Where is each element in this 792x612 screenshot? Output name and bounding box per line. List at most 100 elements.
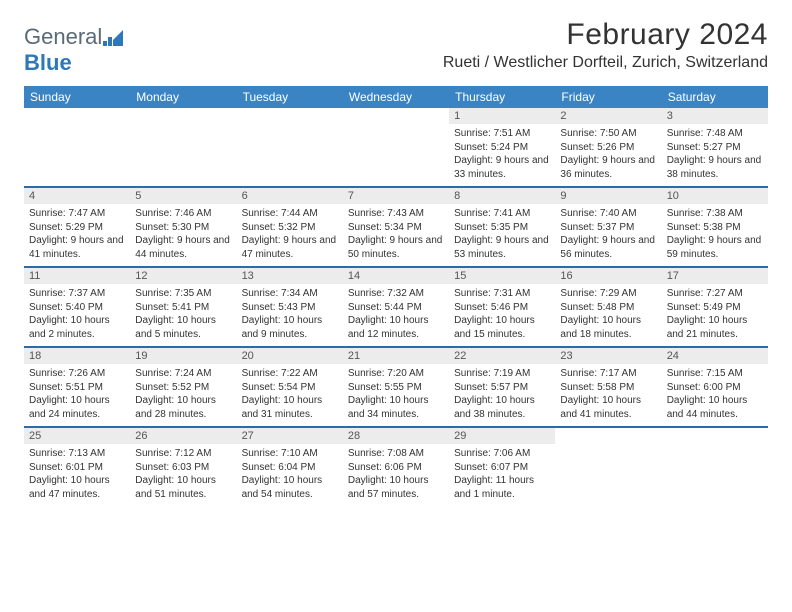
day-data: Sunrise: 7:41 AMSunset: 5:35 PMDaylight:… <box>449 204 555 266</box>
daylight-text: Daylight: 10 hours and 15 minutes. <box>454 314 550 341</box>
sunset-text: Sunset: 5:49 PM <box>667 301 763 315</box>
day-cell: 9Sunrise: 7:40 AMSunset: 5:37 PMDaylight… <box>555 188 661 266</box>
day-data: Sunrise: 7:51 AMSunset: 5:24 PMDaylight:… <box>449 124 555 186</box>
day-cell: 10Sunrise: 7:38 AMSunset: 5:38 PMDayligh… <box>662 188 768 266</box>
sunset-text: Sunset: 5:54 PM <box>242 381 338 395</box>
daylight-text: Daylight: 10 hours and 51 minutes. <box>135 474 231 501</box>
day-number: 13 <box>237 268 343 284</box>
day-cell: 7Sunrise: 7:43 AMSunset: 5:34 PMDaylight… <box>343 188 449 266</box>
day-cell: 4Sunrise: 7:47 AMSunset: 5:29 PMDaylight… <box>24 188 130 266</box>
sunset-text: Sunset: 5:55 PM <box>348 381 444 395</box>
daylight-text: Daylight: 10 hours and 18 minutes. <box>560 314 656 341</box>
daylight-text: Daylight: 10 hours and 38 minutes. <box>454 394 550 421</box>
day-number: 1 <box>449 108 555 124</box>
day-number: 12 <box>130 268 236 284</box>
day-number <box>662 428 768 432</box>
day-number: 11 <box>24 268 130 284</box>
daylight-text: Daylight: 10 hours and 34 minutes. <box>348 394 444 421</box>
brand-logo: General Blue <box>24 18 123 76</box>
page-header: General Blue February 2024 Rueti / Westl… <box>24 18 768 76</box>
sunrise-text: Sunrise: 7:06 AM <box>454 447 550 461</box>
day-data: Sunrise: 7:17 AMSunset: 5:58 PMDaylight:… <box>555 364 661 426</box>
day-data: Sunrise: 7:34 AMSunset: 5:43 PMDaylight:… <box>237 284 343 346</box>
week-row: 1Sunrise: 7:51 AMSunset: 5:24 PMDaylight… <box>24 108 768 188</box>
sunrise-text: Sunrise: 7:27 AM <box>667 287 763 301</box>
daylight-text: Daylight: 9 hours and 59 minutes. <box>667 234 763 261</box>
day-cell: 3 Sunrise: 7:48 AMSunset: 5:27 PMDaylight… <box>662 108 768 186</box>
daylight-text: Daylight: 10 hours and 31 minutes. <box>242 394 338 421</box>
week-row: 4Sunrise: 7:47 AMSunset: 5:29 PMDaylight… <box>24 188 768 268</box>
day-cell: 22Sunrise: 7:19 AMSunset: 5:57 PMDayligh… <box>449 348 555 426</box>
sunrise-text: Sunrise: 7:41 AM <box>454 207 550 221</box>
dow-cell: Thursday <box>449 86 555 108</box>
day-number: 3 <box>662 108 768 124</box>
daylight-text: Daylight: 10 hours and 47 minutes. <box>29 474 125 501</box>
sunrise-text: Sunrise: 7:26 AM <box>29 367 125 381</box>
day-data: Sunrise: 7:27 AMSunset: 5:49 PMDaylight:… <box>662 284 768 346</box>
daylight-text: Daylight: 10 hours and 5 minutes. <box>135 314 231 341</box>
month-title: February 2024 <box>443 18 768 52</box>
day-cell <box>24 108 130 186</box>
day-cell <box>555 428 661 506</box>
day-cell: 25Sunrise: 7:13 AMSunset: 6:01 PMDayligh… <box>24 428 130 506</box>
calendar-grid: SundayMondayTuesdayWednesdayThursdayFrid… <box>24 86 768 506</box>
dow-cell: Friday <box>555 86 661 108</box>
sunset-text: Sunset: 5:52 PM <box>135 381 231 395</box>
day-data: Sunrise: 7:46 AMSunset: 5:30 PMDaylight:… <box>130 204 236 266</box>
sunset-text: Sunset: 5:35 PM <box>454 221 550 235</box>
dow-cell: Monday <box>130 86 236 108</box>
day-cell: 29Sunrise: 7:06 AMSunset: 6:07 PMDayligh… <box>449 428 555 506</box>
sunrise-text: Sunrise: 7:47 AM <box>29 207 125 221</box>
day-number <box>237 108 343 112</box>
day-data: Sunrise: 7:24 AMSunset: 5:52 PMDaylight:… <box>130 364 236 426</box>
sunset-text: Sunset: 5:27 PM <box>667 141 763 155</box>
sunrise-text: Sunrise: 7:13 AM <box>29 447 125 461</box>
day-number: 18 <box>24 348 130 364</box>
daylight-text: Daylight: 11 hours and 1 minute. <box>454 474 550 501</box>
daylight-text: Daylight: 9 hours and 38 minutes. <box>667 154 763 181</box>
sunset-text: Sunset: 5:43 PM <box>242 301 338 315</box>
day-data: Sunrise: 7:50 AMSunset: 5:26 PMDaylight:… <box>555 124 661 186</box>
day-cell: 8Sunrise: 7:41 AMSunset: 5:35 PMDaylight… <box>449 188 555 266</box>
day-number <box>555 428 661 432</box>
sunset-text: Sunset: 5:40 PM <box>29 301 125 315</box>
daylight-text: Daylight: 10 hours and 54 minutes. <box>242 474 338 501</box>
day-data: Sunrise: 7:35 AMSunset: 5:41 PMDaylight:… <box>130 284 236 346</box>
sunrise-text: Sunrise: 7:34 AM <box>242 287 338 301</box>
day-cell: 2Sunrise: 7:50 AMSunset: 5:26 PMDaylight… <box>555 108 661 186</box>
day-number: 16 <box>555 268 661 284</box>
day-data: Sunrise: 7:22 AMSunset: 5:54 PMDaylight:… <box>237 364 343 426</box>
brand-part1: General <box>24 24 102 49</box>
sunset-text: Sunset: 6:06 PM <box>348 461 444 475</box>
sunset-text: Sunset: 5:46 PM <box>454 301 550 315</box>
day-number: 2 <box>555 108 661 124</box>
week-row: 25Sunrise: 7:13 AMSunset: 6:01 PMDayligh… <box>24 428 768 506</box>
day-cell: 12Sunrise: 7:35 AMSunset: 5:41 PMDayligh… <box>130 268 236 346</box>
day-number <box>24 108 130 112</box>
day-data: Sunrise: 7:12 AMSunset: 6:03 PMDaylight:… <box>130 444 236 506</box>
daylight-text: Daylight: 9 hours and 44 minutes. <box>135 234 231 261</box>
day-number: 29 <box>449 428 555 444</box>
day-data: Sunrise: 7:40 AMSunset: 5:37 PMDaylight:… <box>555 204 661 266</box>
day-cell: 5Sunrise: 7:46 AMSunset: 5:30 PMDaylight… <box>130 188 236 266</box>
day-cell: 21Sunrise: 7:20 AMSunset: 5:55 PMDayligh… <box>343 348 449 426</box>
day-data: Sunrise: 7:43 AMSunset: 5:34 PMDaylight:… <box>343 204 449 266</box>
sunrise-text: Sunrise: 7:19 AM <box>454 367 550 381</box>
daylight-text: Daylight: 10 hours and 28 minutes. <box>135 394 231 421</box>
day-data: Sunrise: 7:06 AMSunset: 6:07 PMDaylight:… <box>449 444 555 506</box>
daylight-text: Daylight: 9 hours and 50 minutes. <box>348 234 444 261</box>
day-cell <box>237 108 343 186</box>
brand-text: General Blue <box>24 24 123 76</box>
sunrise-text: Sunrise: 7:48 AM <box>667 127 763 141</box>
sunset-text: Sunset: 6:04 PM <box>242 461 338 475</box>
sunrise-text: Sunrise: 7:35 AM <box>135 287 231 301</box>
daylight-text: Daylight: 10 hours and 57 minutes. <box>348 474 444 501</box>
day-cell: 6Sunrise: 7:44 AMSunset: 5:32 PMDaylight… <box>237 188 343 266</box>
daylight-text: Daylight: 10 hours and 21 minutes. <box>667 314 763 341</box>
sunset-text: Sunset: 5:51 PM <box>29 381 125 395</box>
calendar-page: General Blue February 2024 Rueti / Westl… <box>0 0 792 524</box>
day-cell: 1Sunrise: 7:51 AMSunset: 5:24 PMDaylight… <box>449 108 555 186</box>
day-cell: 23Sunrise: 7:17 AMSunset: 5:58 PMDayligh… <box>555 348 661 426</box>
day-cell: 15Sunrise: 7:31 AMSunset: 5:46 PMDayligh… <box>449 268 555 346</box>
daylight-text: Daylight: 9 hours and 53 minutes. <box>454 234 550 261</box>
